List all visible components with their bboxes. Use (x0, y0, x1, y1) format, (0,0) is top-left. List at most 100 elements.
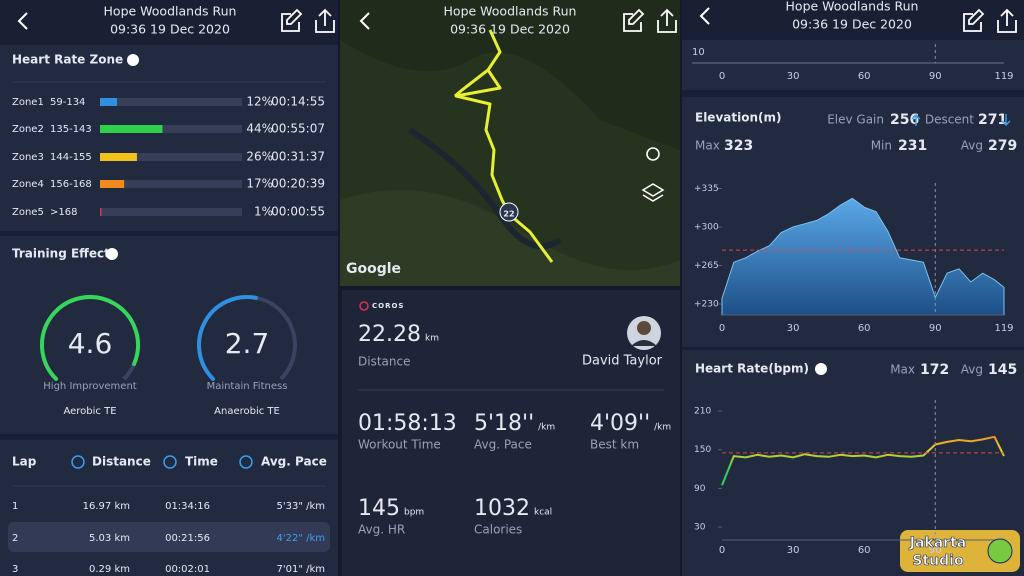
zone-track (100, 208, 242, 216)
stat-value: 4'09'' (590, 411, 650, 436)
stat-label: Max (695, 139, 720, 153)
te-status: High Improvement (43, 381, 137, 392)
watermark: Studio (912, 553, 964, 569)
zone-percent: 1% (254, 205, 273, 219)
lap-highlight (8, 522, 330, 552)
lap-icon (71, 455, 85, 469)
layers-icon[interactable] (641, 183, 665, 202)
heart-rate-line (721, 435, 1005, 486)
up-arrow (911, 114, 921, 126)
summary-card (342, 290, 680, 576)
back-button[interactable] (699, 7, 710, 25)
zone-percent: 17% (246, 177, 273, 191)
stat-value: 323 (724, 138, 753, 154)
lap-cell: 00:02:01 (165, 564, 210, 575)
map-terrain (340, 190, 680, 286)
share-icon[interactable] (997, 8, 1017, 33)
back-button[interactable] (359, 12, 370, 30)
info-icon[interactable] (127, 54, 139, 66)
share-icon[interactable] (657, 8, 677, 33)
stat-label: Avg. HR (358, 523, 405, 537)
zone-range: 144-155 (50, 152, 92, 163)
stat-unit: bpm (404, 508, 424, 518)
header-title: Hope Woodlands Run (786, 0, 919, 14)
stat-label: Best km (590, 438, 639, 452)
header-datetime: 09:36 19 Dec 2020 (110, 22, 230, 37)
lap-header: Distance (92, 455, 151, 469)
watermark-logo (987, 538, 1013, 564)
lap-cell: 4'22" /km (276, 533, 325, 544)
zone-track (100, 180, 242, 188)
back-button[interactable] (17, 12, 28, 30)
x-tick-label: 60 (858, 71, 871, 82)
eye-icon[interactable] (646, 147, 660, 161)
zone-bar (100, 208, 102, 216)
section-title: Heart Rate Zone (12, 53, 123, 67)
x-tick-label: 0 (719, 71, 725, 82)
zone-track (100, 153, 242, 161)
x-tick-label: 0 (719, 323, 725, 334)
y-tick-label: +335 (694, 184, 719, 194)
y-tick-label: 210 (694, 406, 711, 416)
lap-header: Avg. Pace (261, 455, 327, 469)
info-icon[interactable] (815, 363, 827, 375)
section-title: Elevation(m) (695, 111, 781, 125)
lap-header: Time (185, 455, 218, 469)
lap-header: Lap (12, 455, 37, 469)
header-datetime: 09:36 19 Dec 2020 (450, 22, 570, 37)
zone-percent: 26% (246, 150, 273, 164)
zone-time: 00:20:39 (271, 177, 325, 191)
stat-label: Avg (961, 363, 983, 377)
zone-bar (100, 180, 125, 188)
brand-mark (359, 301, 369, 311)
y-tick-label: +265 (694, 261, 719, 271)
te-label: Anaerobic TE (214, 406, 280, 417)
lap-cell: 3 (12, 564, 18, 575)
training-card (0, 236, 338, 434)
avatar-body (631, 340, 657, 346)
stat-value: 01:58:13 (358, 411, 457, 436)
map-terrain (340, 0, 680, 150)
avatar-face (637, 321, 651, 335)
y-tick-label: 150 (694, 445, 711, 455)
lap-cell: 00:21:56 (165, 533, 210, 544)
map-marker-label: 22 (503, 210, 514, 219)
stat-label: Avg (961, 139, 983, 153)
edit-icon[interactable] (623, 8, 645, 32)
edit-icon[interactable] (963, 8, 985, 32)
zone-bar (100, 98, 118, 106)
zone-percent: 12% (246, 95, 273, 109)
zone-range: 59-134 (50, 97, 85, 108)
stat-value: 256 (890, 112, 919, 128)
zone-range: 135-143 (50, 124, 92, 135)
share-icon[interactable] (315, 8, 335, 33)
stat-label: Workout Time (358, 438, 441, 452)
y-tick-label: 30 (694, 523, 706, 533)
section-title: Training Effect (12, 247, 110, 261)
elevation-area (721, 197, 1005, 316)
down-arrow (1001, 114, 1011, 126)
lap-cell: 0.29 km (89, 564, 130, 575)
y-tick-label: 90 (694, 484, 706, 494)
te-arc (40, 295, 140, 381)
te-arc (197, 295, 258, 381)
lap-cell: 5.03 km (89, 533, 130, 544)
watermark: Jakarta (909, 535, 966, 551)
section-title: Heart Rate(bpm) (695, 362, 809, 376)
info-icon[interactable] (106, 248, 118, 260)
header-icons (17, 7, 710, 30)
stat-value: 5'18'' (474, 411, 534, 436)
y-tick-label: +300 (694, 223, 719, 233)
lap-cell: 1 (12, 501, 18, 512)
stat-label: Elev Gain (827, 113, 884, 127)
edit-icon[interactable] (281, 8, 303, 32)
zone-track (100, 98, 242, 106)
zone-time: 00:00:55 (271, 205, 325, 219)
zone-name: Zone1 (12, 97, 44, 108)
lap-cell: 5'33" /km (276, 501, 325, 512)
te-status: Maintain Fitness (207, 381, 288, 392)
athlete-name: David Taylor (582, 354, 663, 369)
lap-cell: 2 (12, 533, 18, 544)
stat-value: 271 (978, 112, 1007, 128)
